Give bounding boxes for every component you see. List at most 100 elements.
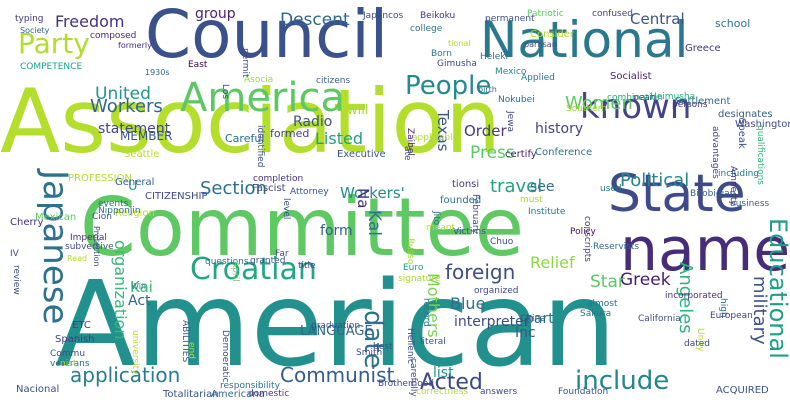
cloud-word: American: [55, 255, 617, 393]
cloud-word: Radio: [293, 114, 333, 130]
cloud-word: Chuo: [490, 237, 514, 247]
cloud-word: Religion: [115, 208, 155, 219]
cloud-word: People: [405, 71, 492, 101]
cloud-word: must: [520, 195, 543, 205]
cloud-word: Central: [630, 10, 685, 28]
cloud-word: school: [715, 17, 751, 30]
cloud-word: Los: [220, 84, 230, 100]
cloud-word: Beikoku: [420, 11, 456, 21]
cloud-word: COMPETENCE: [20, 62, 83, 72]
cloud-word: dated: [684, 339, 711, 349]
cloud-word: review: [11, 265, 21, 295]
cloud-word: applicable: [412, 133, 459, 143]
cloud-word: Greek: [620, 270, 671, 290]
cloud-word: record: [421, 298, 431, 327]
cloud-word: National: [480, 11, 689, 69]
cloud-word: granted: [250, 256, 286, 266]
cloud-word: MEMBER: [120, 129, 173, 143]
cloud-word: subversive: [65, 242, 114, 252]
cloud-word: California: [638, 314, 681, 324]
cloud-word: U: [128, 179, 138, 194]
cloud-word: Applied: [521, 73, 555, 83]
cloud-word: incorporated: [665, 291, 723, 301]
cloud-word: Smith: [356, 348, 383, 358]
cloud-word: title: [298, 261, 316, 271]
cloud-word: tionsi: [452, 179, 480, 190]
cloud-word: Heleki: [480, 52, 509, 62]
cloud-word: statement: [98, 121, 171, 137]
cloud-word: Seattle: [124, 149, 160, 160]
cloud-word: foreign: [445, 260, 516, 284]
cloud-word: Council: [145, 0, 389, 73]
cloud-word: ETC: [72, 320, 91, 331]
cloud-word: Descent: [280, 10, 350, 30]
cloud-word: persons: [672, 100, 708, 110]
cloud-word: including: [718, 169, 759, 179]
cloud-word: Executive: [337, 149, 386, 160]
cloud-word: America: [180, 75, 345, 121]
cloud-word: Birobidjan: [690, 189, 736, 199]
cloud-word: group: [195, 6, 236, 22]
cloud-word: Sakura: [580, 309, 612, 319]
cloud-word: Foundation: [558, 387, 609, 397]
cloud-word: Spanish: [55, 334, 95, 345]
cloud-word: Careful: [225, 132, 265, 145]
cloud-word: Born: [431, 49, 452, 59]
cloud-word: history: [535, 121, 584, 137]
cloud-word: Society: [20, 26, 50, 35]
cloud-word: college: [410, 24, 443, 34]
cloud-word: 1930s: [145, 68, 170, 77]
cloud-word: IV: [10, 249, 19, 259]
cloud-word: Totalitarian: [163, 389, 219, 400]
cloud-word: Heimusha: [650, 92, 696, 102]
cloud-word: composed: [90, 31, 137, 41]
cloud-word: Asocia: [244, 75, 274, 85]
cloud-word: part: [525, 311, 554, 327]
cloud-word: Attorney: [290, 187, 329, 197]
cloud-word: Mexico: [495, 67, 527, 77]
cloud-word: Jewa: [505, 111, 515, 133]
cloud-word: name: [620, 215, 790, 285]
cloud-word: Southern: [566, 104, 607, 114]
cloud-word: application: [70, 363, 181, 387]
cloud-word: Imperial: [70, 233, 107, 243]
cloud-word: April: [230, 261, 240, 282]
cloud-word: European: [710, 311, 753, 321]
cloud-word: Act: [128, 293, 151, 309]
cloud-word: Workers: [90, 96, 163, 117]
cloud-word: PROFESSION: [68, 173, 132, 184]
cloud-word: Nokubei: [498, 95, 535, 105]
cloud-word: founded: [440, 195, 482, 206]
cloud-word: Mexican: [35, 212, 77, 223]
cloud-word: citizens: [316, 76, 351, 86]
cloud-word: date: [358, 310, 388, 369]
cloud-word: confused: [592, 9, 633, 19]
cloud-word: Communist: [280, 363, 395, 387]
cloud-word: signature: [398, 274, 441, 284]
cloud-word: United: [95, 84, 151, 104]
cloud-word: level: [281, 198, 291, 220]
cloud-word: ACQUIRED: [716, 385, 769, 396]
cloud-word: Policy: [570, 227, 596, 237]
cloud-word: questions: [205, 257, 249, 267]
cloud-word: best: [373, 342, 393, 352]
cloud-word: include: [575, 366, 670, 396]
cloud-word: Euro: [403, 263, 424, 273]
cloud-word: conscripts: [582, 216, 592, 262]
cloud-word: Texas: [434, 110, 452, 152]
cloud-word: Greece: [685, 43, 721, 54]
cloud-word: Washington: [735, 119, 790, 130]
cloud-word: Jito: [431, 211, 441, 226]
cloud-word: partisan: [524, 40, 557, 49]
cloud-word: nist: [60, 359, 77, 369]
cloud-word: Women: [565, 93, 633, 114]
cloud-word: business: [730, 199, 770, 209]
cloud-word: see: [530, 179, 555, 195]
cloud-word: certify: [505, 149, 537, 160]
cloud-word: Japancos: [363, 11, 404, 21]
cloud-word: Institute: [528, 207, 566, 217]
cloud-word: list: [433, 365, 454, 381]
cloud-word: pean: [633, 93, 656, 103]
cloud-word: Party: [18, 27, 90, 60]
